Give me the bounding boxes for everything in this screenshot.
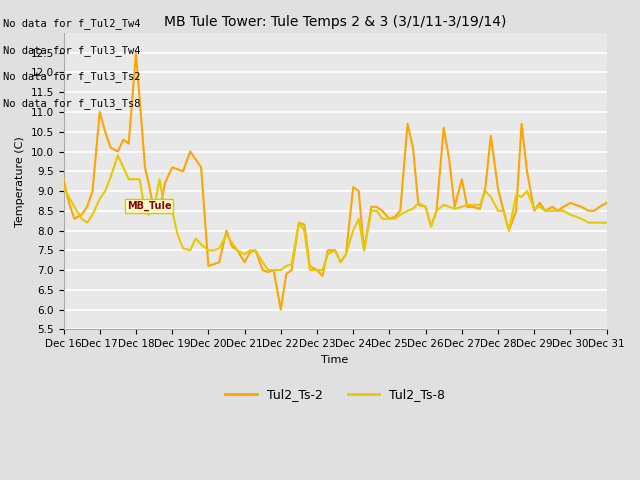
Tul2_Ts-8 [264, 267, 272, 273]
Tul2_Ts-8 [494, 208, 502, 214]
Tul2_Ts-8 [505, 228, 513, 233]
Tul2_Ts-8 [391, 216, 399, 222]
Text: MB_Tule: MB_Tule [127, 201, 172, 211]
Tul2_Ts-8 [469, 202, 477, 208]
Text: No data for f_Tul3_Ts8: No data for f_Tul3_Ts8 [3, 97, 141, 108]
Tul2_Ts-2 [505, 228, 513, 233]
Text: No data for f_Tul3_Ts2: No data for f_Tul3_Ts2 [3, 71, 141, 82]
Title: MB Tule Tower: Tule Temps 2 & 3 (3/1/11-3/19/14): MB Tule Tower: Tule Temps 2 & 3 (3/1/11-… [164, 15, 506, 29]
Text: No data for f_Tul3_Tw4: No data for f_Tul3_Tw4 [3, 45, 141, 56]
Tul2_Ts-8 [603, 220, 611, 226]
Y-axis label: Temperature (C): Temperature (C) [15, 136, 25, 227]
Tul2_Ts-2 [277, 307, 285, 312]
Tul2_Ts-2 [523, 168, 531, 174]
Legend: Tul2_Ts-2, Tul2_Ts-8: Tul2_Ts-2, Tul2_Ts-8 [220, 383, 450, 406]
Tul2_Ts-2 [500, 208, 508, 214]
X-axis label: Time: Time [321, 355, 349, 365]
Text: No data for f_Tul2_Tw4: No data for f_Tul2_Tw4 [3, 18, 141, 29]
Tul2_Ts-8 [523, 188, 531, 194]
Line: Tul2_Ts-2: Tul2_Ts-2 [63, 53, 607, 310]
Tul2_Ts-8 [60, 184, 67, 190]
Line: Tul2_Ts-8: Tul2_Ts-8 [63, 156, 607, 270]
Tul2_Ts-2 [603, 200, 611, 206]
Tul2_Ts-8 [114, 153, 122, 158]
Tul2_Ts-8 [500, 208, 508, 214]
Tul2_Ts-2 [469, 204, 477, 210]
Tul2_Ts-2 [494, 186, 502, 192]
Tul2_Ts-2 [60, 176, 67, 182]
Tul2_Ts-2 [132, 50, 140, 56]
Tul2_Ts-2 [391, 214, 399, 220]
